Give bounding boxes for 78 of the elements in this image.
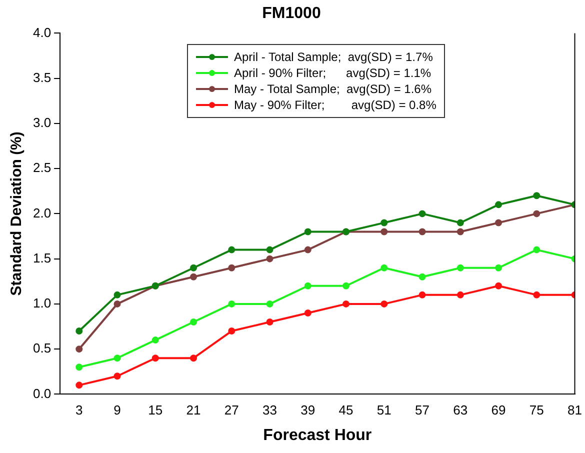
y-tick-label: 3.5 [32, 70, 52, 85]
point [304, 228, 312, 236]
point [152, 336, 159, 344]
point [495, 282, 502, 290]
y-tick-label: 0.0 [32, 386, 52, 401]
x-tick-label: 45 [338, 402, 354, 418]
point [114, 354, 121, 362]
x-tick-label: 15 [148, 402, 163, 418]
point [266, 318, 274, 326]
point [456, 219, 464, 226]
y-tick-label: 0.5 [32, 340, 52, 356]
point [456, 264, 464, 272]
point [304, 309, 312, 316]
x-tick-label: 51 [376, 402, 392, 418]
x-tick-label: 21 [186, 402, 201, 418]
x-tick-label: 33 [262, 402, 277, 418]
x-tick-label: 39 [300, 402, 316, 418]
point [190, 354, 198, 362]
point [418, 291, 426, 298]
point [495, 219, 502, 226]
point [495, 264, 502, 272]
point [418, 228, 426, 236]
y-axis-title: Standard Deviation (%) [8, 132, 26, 296]
y-tick-label: 1.5 [32, 250, 52, 266]
y-tick-label: 2.0 [32, 205, 52, 220]
point [114, 300, 121, 308]
x-tick-label: 9 [114, 402, 121, 418]
point [380, 300, 388, 308]
x-tick-label: 69 [491, 402, 506, 418]
point [380, 219, 388, 226]
point [380, 264, 388, 272]
point [76, 382, 83, 389]
point [456, 291, 464, 298]
point [228, 328, 236, 335]
point [304, 282, 312, 290]
point [533, 291, 540, 298]
x-tick-label: 81 [568, 402, 582, 418]
legend-label: April - Total Sample; avg(SD) = 1.7% [234, 50, 433, 64]
y-tick-label: 2.5 [32, 160, 52, 176]
x-tick-label: 57 [415, 402, 430, 418]
point [266, 246, 274, 254]
point [304, 246, 312, 254]
point [380, 228, 388, 236]
point [533, 210, 540, 218]
point [533, 192, 540, 200]
point [533, 246, 540, 254]
y-tick-label: 4.0 [32, 24, 52, 40]
chart-title: FM1000 [262, 5, 321, 22]
legend-label: May - Total Sample; avg(SD) = 1.6% [234, 82, 432, 96]
point [342, 282, 350, 290]
point [342, 300, 350, 308]
point [266, 255, 274, 262]
point [152, 354, 159, 362]
point [114, 291, 121, 298]
y-tick-label: 1.0 [32, 296, 52, 311]
point [228, 264, 236, 272]
point [114, 372, 121, 380]
point [76, 346, 83, 353]
y-tick-label: 3.0 [32, 115, 52, 130]
point [266, 300, 274, 308]
point [418, 210, 426, 218]
point [190, 318, 198, 326]
point [190, 264, 198, 272]
x-tick-label: 27 [224, 402, 239, 418]
point [228, 300, 236, 308]
point [76, 364, 83, 371]
point [228, 246, 236, 254]
legend-label: May - 90% Filter; avg(SD) = 0.8% [234, 98, 436, 112]
x-axis-title: Forecast Hour [263, 426, 372, 444]
point [418, 273, 426, 280]
point [76, 328, 83, 335]
point [456, 228, 464, 236]
point [190, 273, 198, 280]
point [495, 201, 502, 208]
legend-label: April - 90% Filter; avg(SD) = 1.1% [234, 66, 432, 80]
x-tick-label: 75 [529, 402, 544, 418]
x-tick-label: 63 [453, 402, 468, 418]
x-tick-label: 3 [76, 402, 83, 418]
